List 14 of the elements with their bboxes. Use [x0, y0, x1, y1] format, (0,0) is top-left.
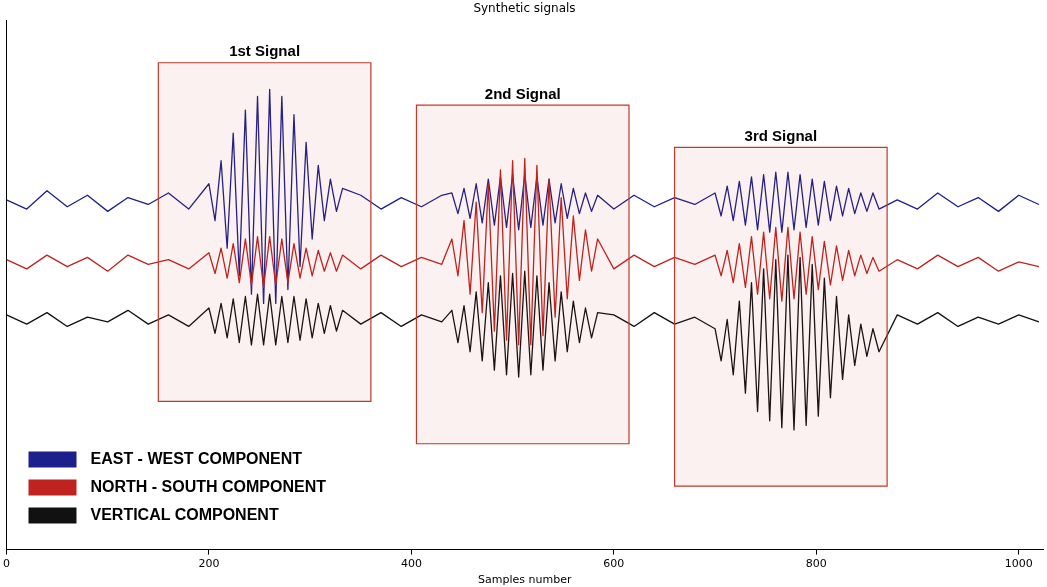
legend-label: NORTH - SOUTH COMPONENT [90, 478, 327, 496]
x-tick-label: 1000 [1004, 557, 1033, 571]
legend-label: VERTICAL COMPONENT [90, 506, 279, 524]
x-tick-label: 200 [198, 557, 220, 571]
band-label: 2nd Signal [484, 84, 561, 102]
x-tick-label: 600 [603, 557, 625, 571]
x-axis-title: Samples number [478, 573, 572, 587]
band-label: 3rd Signal [744, 127, 818, 145]
x-tick-label: 400 [400, 557, 422, 571]
x-tick-label: 0 [3, 557, 10, 571]
chart-title: Synthetic signals [473, 1, 576, 16]
legend-label: EAST - WEST COMPONENT [90, 450, 303, 468]
band-label: 1st Signal [229, 42, 301, 60]
x-tick-label: 800 [805, 557, 827, 571]
